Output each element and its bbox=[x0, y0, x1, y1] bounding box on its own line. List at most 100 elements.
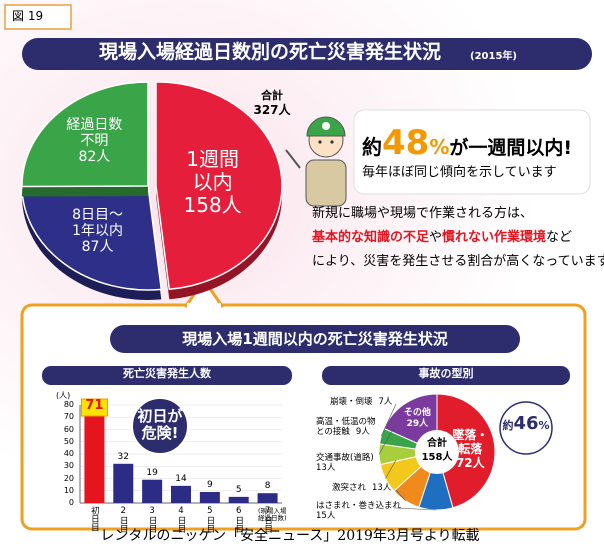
value-label: 87人 bbox=[81, 239, 114, 256]
y-tick-label: 70 bbox=[63, 412, 74, 422]
pie-label: 8日目～ 1年以内 87人 bbox=[38, 207, 158, 255]
y-tick-label: 20 bbox=[63, 473, 74, 483]
category-label: 経過日数 不明 bbox=[66, 116, 123, 149]
paragraph-text: や bbox=[429, 230, 443, 245]
paragraph-text: により、災害を発生させる割合が高くなっています。 bbox=[312, 254, 604, 269]
value-label: 82人 bbox=[78, 148, 111, 165]
paragraph-line: 基本的な知識の不足や慣れない作業環境など bbox=[312, 230, 573, 246]
y-tick-label: 50 bbox=[63, 436, 74, 446]
x-tick-label: 2日目 bbox=[118, 506, 129, 533]
subheader-left bbox=[42, 366, 292, 385]
value-label: 9人 bbox=[355, 426, 370, 437]
value-label: 32 bbox=[117, 451, 129, 462]
section-banner bbox=[110, 325, 520, 353]
value-label-badge bbox=[80, 398, 108, 417]
pie-label: 1週間 以内 158人 bbox=[153, 146, 273, 217]
x-tick-label: 5日目 bbox=[204, 506, 215, 533]
emphasis-text: 基本的な知識の不足 bbox=[312, 230, 430, 245]
figure-label-box bbox=[4, 4, 72, 30]
y-tick-label: 40 bbox=[63, 449, 74, 458]
value-label: 158人 bbox=[183, 192, 242, 217]
pie-label: 激突され 13人 bbox=[332, 483, 392, 494]
callout-number: 46 bbox=[513, 413, 539, 434]
value-label: 5 bbox=[235, 484, 242, 495]
title-banner bbox=[22, 38, 592, 70]
chart-title: 事故の型別 bbox=[418, 367, 474, 380]
category-label: 1週間 以内 bbox=[186, 146, 239, 194]
total: 327人 bbox=[253, 103, 291, 117]
pie-label: はさまれ・巻き込まれ 15人 bbox=[316, 501, 402, 522]
pointer-join bbox=[187, 303, 221, 309]
value-label: 15人 bbox=[316, 510, 336, 521]
x-tick-label: 4日目 bbox=[176, 506, 186, 533]
bar bbox=[199, 491, 220, 503]
x-tick-label: 初日目 bbox=[89, 506, 100, 532]
pie-label: 高温・低温の物 との接触 9人 bbox=[316, 417, 376, 438]
emphasis-text: 慣れない作業環境 bbox=[442, 230, 547, 245]
leader-line bbox=[380, 403, 397, 437]
category-label: 交通事故(道路) bbox=[316, 453, 374, 463]
x-tick-label: 6日目 bbox=[233, 506, 244, 533]
value-label: 13人 bbox=[316, 462, 336, 473]
subline: 毎年ほぼ同じ傾向を示しています bbox=[362, 165, 557, 180]
annotation: 初日が 危険! bbox=[137, 407, 183, 443]
pie-label: 崩壊・倒壊 7人 bbox=[330, 397, 392, 408]
callout-unit: % bbox=[538, 419, 550, 432]
pie-label: 墜落・ 転落 72人 bbox=[440, 429, 500, 470]
leader-line bbox=[385, 459, 397, 479]
category-label: はさまれ・巻き込まれ bbox=[316, 501, 402, 511]
y-tick-label: 80 bbox=[63, 400, 74, 409]
y-tick-label: 30 bbox=[63, 461, 74, 471]
annotation-badge bbox=[131, 397, 189, 455]
chart-subtitle: (2015年) bbox=[470, 51, 517, 62]
headline-prefix: 約 bbox=[362, 135, 382, 159]
value-label: 71 bbox=[85, 398, 104, 414]
total-label: 合計 bbox=[427, 438, 447, 449]
total-label: 合計 bbox=[261, 89, 283, 102]
x-tick-label: 7日目 bbox=[262, 506, 273, 533]
pie-slice bbox=[155, 81, 283, 291]
bar bbox=[84, 416, 105, 503]
x-tick-label: 3日目 bbox=[147, 506, 158, 533]
paragraph-text: 新規に職場や現場で作業される方は、 bbox=[312, 206, 534, 221]
pie-center bbox=[415, 430, 459, 474]
source: レンタルのニッケン「安全ニュース」2019年3月号より転載 bbox=[100, 528, 480, 544]
category-label: 激突され bbox=[332, 483, 367, 493]
bar bbox=[142, 479, 163, 503]
pie-label: 経過日数 不明 82人 bbox=[34, 117, 154, 165]
headline-unit: % bbox=[429, 135, 450, 159]
callout: 約46% bbox=[500, 413, 552, 435]
paragraph-text: など bbox=[546, 230, 573, 245]
chart-title: 現場入場経過日数別の死亡災害発生状況 bbox=[98, 41, 441, 63]
y-axis-label: (人) bbox=[56, 391, 71, 400]
category-label: 墜落・ 転落 bbox=[452, 428, 489, 457]
headline-suffix: が一週間以内! bbox=[449, 137, 573, 159]
value-label: 13人 bbox=[372, 483, 392, 493]
subheader-right bbox=[322, 366, 570, 385]
section-title: 現場入場1週間以内の死亡災害発生状況 bbox=[182, 330, 448, 348]
headline-number: 48 bbox=[382, 123, 430, 163]
callout-prefix: 約 bbox=[502, 419, 514, 432]
paragraph-line: 新規に職場や現場で作業される方は、 bbox=[312, 206, 534, 222]
value-label: 9 bbox=[206, 479, 213, 490]
y-tick-label: 60 bbox=[63, 424, 74, 434]
value-label: 14 bbox=[175, 473, 187, 484]
pie-slice bbox=[436, 393, 496, 509]
value-label: 8 bbox=[264, 481, 271, 492]
figure-label: 図 19 bbox=[12, 9, 44, 23]
y-tick-label: 0 bbox=[68, 498, 74, 507]
callout-badge bbox=[499, 401, 553, 455]
pie-slice bbox=[21, 81, 149, 188]
bar bbox=[113, 463, 134, 503]
worker-illustration bbox=[285, 116, 347, 207]
y-tick-label: 10 bbox=[63, 485, 74, 495]
bar bbox=[257, 493, 278, 503]
value-label: 19 bbox=[146, 467, 158, 478]
category-label: その他 bbox=[403, 408, 431, 419]
headline: 約48%が一週間以内! bbox=[362, 123, 573, 163]
pie-slice bbox=[21, 185, 163, 291]
leader-line bbox=[395, 489, 406, 501]
value-label: 29人 bbox=[406, 418, 429, 429]
